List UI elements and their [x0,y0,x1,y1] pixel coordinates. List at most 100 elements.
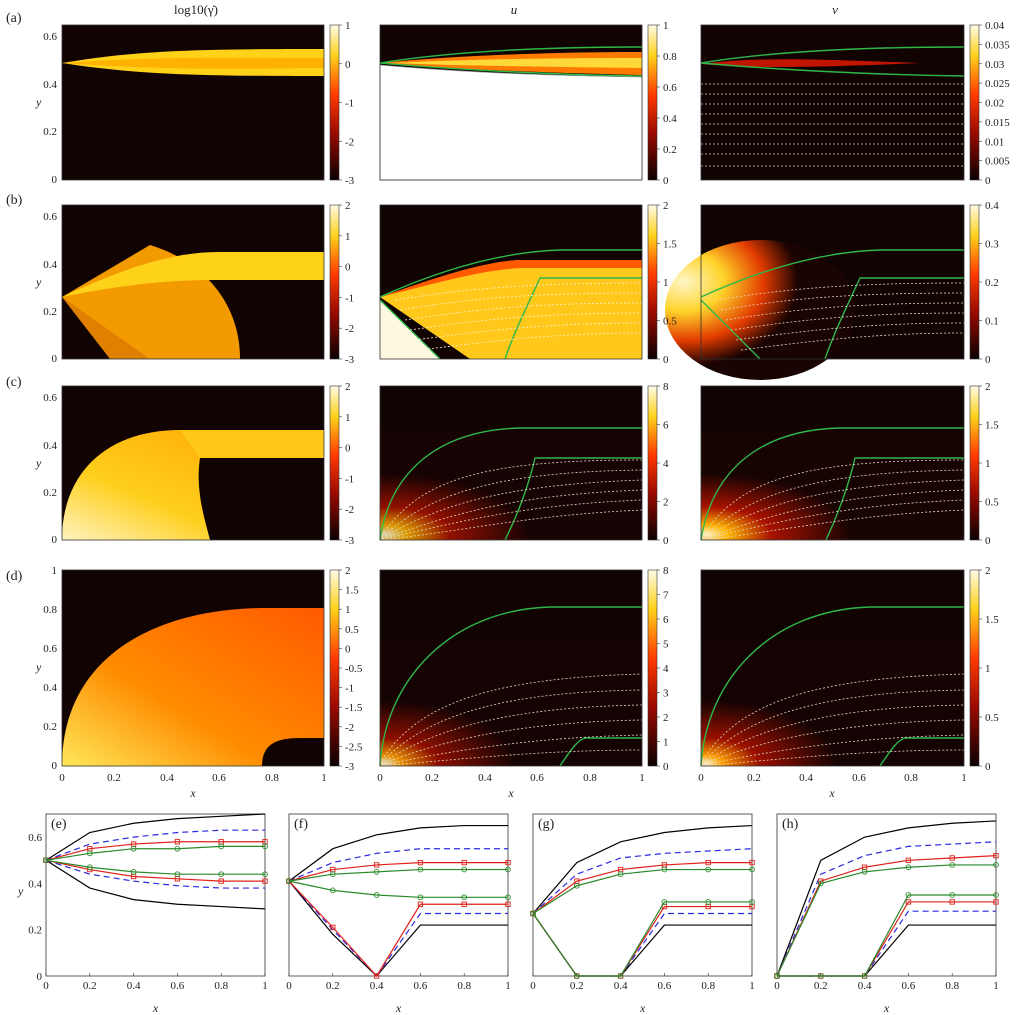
series-black-lower [45,859,266,910]
marker-circle [905,892,912,898]
colorbar-tick-label: 6 [663,614,669,626]
colorbar-tick-label: 0.035 [985,39,1010,51]
svg-text:0: 0 [52,760,58,772]
x-tick-label: 0.8 [457,980,471,992]
x-tick-label: 1 [749,980,755,992]
plot-frame [532,813,753,977]
line-plot-g: (g) 0 0.2 0.4 0.6 0.8 1 x [530,813,755,1015]
marker-circle [774,973,780,979]
svg-text:0: 0 [52,353,58,365]
svg-text:0: 0 [52,534,58,546]
colorbar-tick-label: 0.4 [985,200,999,212]
marker-square [330,924,336,931]
series-green-upper [532,868,752,915]
colorbar-tick-label: -1 [345,292,354,304]
colorbar-tick-label: -1.5 [345,702,363,714]
colorbar-tick-label: 1 [345,231,351,243]
marker-circle [817,880,824,887]
series-blue-upper [776,841,997,977]
series-black-upper [45,813,266,861]
colorbar-tick-label: -2 [345,323,354,335]
marker-square [993,899,999,905]
colorbar-tick-label: 2 [985,381,991,393]
colorbar-tick-label: 6 [663,420,669,432]
marker-circle [905,864,912,871]
svg-text:1: 1 [52,565,58,577]
colorbar-tick-label: 1.5 [345,585,359,597]
row-c [62,386,965,541]
marker-circle [530,910,536,917]
svg-text:0.2: 0.2 [425,772,439,784]
heatmap-a-v [701,25,964,180]
col1-title: log10(γ̇) [174,2,218,17]
marker-square [174,839,181,845]
x-tick-label: 1 [262,980,268,992]
colorbar-tick-label: 0.8 [663,51,677,63]
svg-text:0.4: 0.4 [160,772,174,784]
colorbar-a-1 [329,24,340,181]
svg-text:0: 0 [59,772,65,784]
svg-text:0.8: 0.8 [265,772,279,784]
colorbar-c-3 [969,385,980,541]
jet-c-gamma [180,430,324,458]
colorbar-tick-label: 0 [663,175,669,187]
colorbar-tick-label: 0.4 [663,113,677,125]
streamlines-c-v [702,459,965,541]
panel-label-d: (d) [6,569,23,584]
colorbar-tick-label: 0 [985,535,991,547]
x-tick-label: 0.2 [814,980,828,992]
svg-text:0.2: 0.2 [747,772,761,784]
x-tick-label: 0.2 [83,980,97,992]
svg-text:1: 1 [961,772,967,784]
colorbar-tick-label: 0.6 [663,82,677,94]
marker-square [949,855,955,861]
y-label-c: y [35,456,42,470]
row-d [62,570,965,767]
svg-text:0.2: 0.2 [43,126,57,138]
colorbar-tick-label: 2 [345,565,351,577]
colorbar-b-1 [329,204,340,360]
jet-a-gamma-core [62,57,324,69]
colorbar-tick-label: -3 [345,175,355,187]
glow-c-v [701,430,964,540]
x-label-d-col1: x [189,786,196,800]
plot-frame [288,813,509,977]
colorbar-tick-label: 4 [663,458,669,470]
line-plot-e: (e) 0 0.2 0.4 0.6 0.8 1 x 0 0.2 0.4 0.6 y [17,813,268,1015]
colorbar-tick-label: -3 [345,535,355,547]
marker-circle [617,973,624,979]
svg-text:0.4: 0.4 [43,79,57,91]
svg-text:0.6: 0.6 [43,392,57,404]
series-black-upper [288,824,508,882]
yield-c-v [700,427,964,541]
x-tick-label: 0.8 [214,980,228,992]
colorbar-tick-label: -2 [345,722,354,734]
svg-text:0.4: 0.4 [43,682,57,694]
svg-text:0.4: 0.4 [799,772,813,784]
svg-text:0.2: 0.2 [107,772,121,784]
marker-circle [949,862,956,868]
x-tick-label: 0.6 [171,980,185,992]
series-red-upper [532,861,752,914]
svg-text:0.6: 0.6 [212,772,226,784]
series-blue-upper [532,848,753,914]
marker-circle [262,843,268,850]
glow-b-v [665,240,855,380]
colorbar-tick-label: 0.03 [985,59,1005,71]
colorbar-tick-label: 2 [663,200,669,212]
marker-circle [617,871,624,878]
panel-label: (h) [782,817,799,832]
svg-text:0: 0 [377,772,383,784]
marker-circle [817,973,824,979]
svg-text:0.2: 0.2 [43,487,57,499]
panel-label-c: (c) [6,375,22,390]
marker-square [461,901,467,907]
marker-circle [373,869,380,875]
colorbar-tick-label: -1 [345,98,354,110]
colorbar-tick-label: 0.5 [663,316,677,328]
colorbar-tick-label: 2 [663,712,669,724]
marker-circle [329,871,336,878]
marker-circle [218,871,225,878]
shear-b-u [380,260,642,297]
colorbar-tick-label: 8 [663,565,669,577]
